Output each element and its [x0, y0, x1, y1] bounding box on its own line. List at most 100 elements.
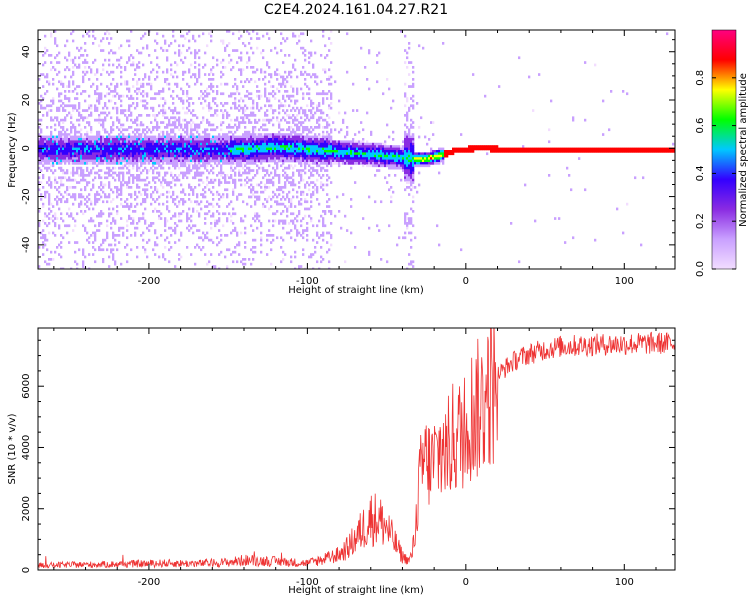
heatmap-cell — [112, 217, 115, 220]
heatmap-cell — [250, 154, 253, 158]
heatmap-cell — [264, 87, 267, 91]
heatmap-cell — [146, 255, 149, 259]
heatmap-cell — [106, 152, 109, 156]
heatmap-cell — [290, 212, 293, 216]
heatmap-cell — [316, 162, 319, 165]
heatmap-cell — [156, 63, 159, 67]
heatmap-cell — [332, 121, 335, 124]
heatmap-cell — [100, 118, 103, 122]
heatmap-cell — [136, 116, 139, 120]
heatmap-cell — [294, 238, 297, 242]
heatmap-cell — [86, 154, 89, 158]
heatmap-cell — [372, 164, 375, 168]
heatmap-cell — [218, 212, 221, 216]
heatmap-cell — [232, 190, 235, 194]
heatmap-cell — [208, 157, 211, 160]
heatmap-cell — [126, 186, 129, 189]
heatmap-cell — [316, 178, 319, 182]
heatmap-cell — [108, 87, 111, 91]
heatmap-cell — [40, 157, 43, 160]
heatmap-cell — [192, 34, 195, 38]
heatmap-cell — [116, 85, 119, 88]
heatmap-cell — [382, 150, 385, 153]
heatmap-cell — [136, 102, 139, 105]
heatmap-cell — [70, 214, 73, 218]
heatmap-cell — [264, 152, 267, 156]
heatmap-cell — [212, 214, 215, 218]
heatmap-cell — [194, 135, 197, 139]
heatmap-cell — [194, 66, 197, 69]
heatmap-cell — [38, 154, 41, 158]
heatmap-cell — [144, 190, 147, 194]
heatmap-cell — [290, 116, 293, 120]
heatmap-cell — [266, 63, 269, 67]
heatmap-cell — [200, 138, 203, 141]
heatmap-cell — [218, 150, 221, 153]
heatmap-cell — [322, 217, 325, 220]
heatmap-cell — [126, 140, 129, 144]
heatmap-cell — [160, 46, 163, 50]
heatmap-cell — [244, 138, 247, 141]
heatmap-cell — [306, 128, 309, 132]
heatmap-cell — [320, 145, 323, 148]
heatmap-cell — [96, 193, 99, 196]
heatmap-cell — [62, 157, 65, 160]
heatmap-cell — [100, 159, 103, 163]
heatmap-cell — [170, 234, 173, 237]
heatmap-cell — [96, 171, 99, 175]
heatmap-cell — [164, 39, 167, 43]
heatmap-cell — [216, 138, 219, 141]
heatmap-cell — [236, 140, 239, 144]
heatmap-cell — [222, 152, 225, 156]
heatmap-cell — [60, 135, 63, 139]
heatmap-cell — [292, 171, 295, 175]
heatmap-cell — [330, 164, 333, 168]
heatmap-cell — [260, 157, 263, 160]
heatmap-cell — [272, 157, 275, 160]
heatmap-cell — [344, 142, 347, 146]
heatmap-cell — [298, 133, 301, 136]
heatmap-cell — [300, 178, 303, 182]
heatmap-cell — [128, 193, 131, 196]
heatmap-cell — [58, 80, 61, 84]
heatmap-cell — [144, 152, 147, 156]
heatmap-cell — [202, 171, 205, 175]
heatmap-cell — [170, 154, 173, 158]
heatmap-cell — [80, 128, 83, 132]
heatmap-cell — [82, 265, 85, 268]
heatmap-cell — [66, 157, 69, 160]
heatmap-cell — [312, 186, 315, 189]
heatmap-cell — [314, 145, 317, 148]
heatmap-cell — [124, 109, 127, 112]
heatmap-cell — [316, 186, 319, 189]
heatmap-cell — [166, 123, 169, 127]
heatmap-cell — [310, 181, 313, 184]
heatmap-cell — [314, 73, 317, 76]
heatmap-cell — [220, 174, 223, 177]
heatmap-cell — [144, 150, 147, 153]
heatmap-cell — [106, 162, 109, 165]
heatmap-cell — [228, 142, 231, 146]
heatmap-cell — [80, 178, 83, 182]
heatmap-cell — [298, 34, 301, 38]
heatmap-cell — [312, 102, 315, 105]
heatmap-cell — [82, 116, 85, 120]
heatmap-cell — [108, 212, 111, 216]
heatmap-cell — [126, 138, 129, 141]
heatmap-cell — [94, 147, 97, 151]
heatmap-cell — [344, 140, 347, 144]
heatmap-cell — [240, 34, 243, 38]
heatmap-cell — [182, 154, 185, 158]
heatmap-cell — [244, 109, 247, 112]
heatmap-cell — [158, 147, 161, 151]
heatmap-cell — [240, 164, 243, 168]
heatmap-cell — [126, 219, 129, 223]
heatmap-cell — [296, 152, 299, 156]
heatmap-cell — [228, 152, 231, 156]
heatmap-cell — [188, 133, 191, 136]
heatmap-cell — [106, 231, 109, 235]
heatmap-cell — [286, 157, 289, 160]
heatmap-cell — [76, 142, 79, 146]
heatmap-cell — [360, 159, 363, 163]
heatmap-cell — [172, 30, 175, 33]
